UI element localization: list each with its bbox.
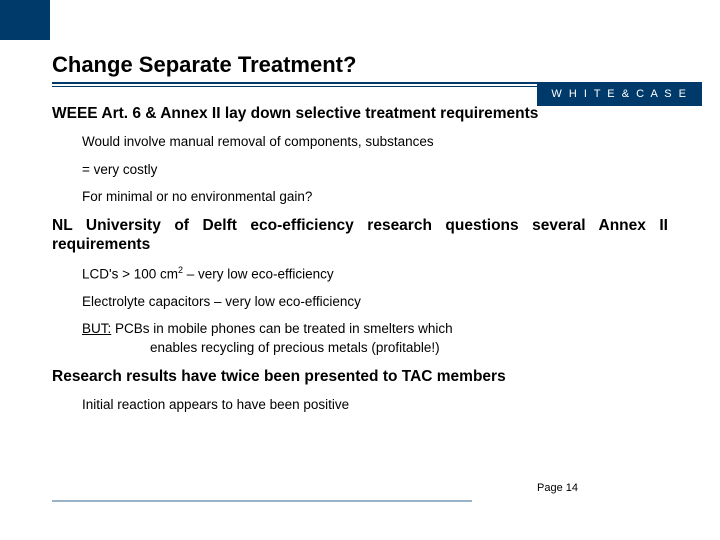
brand-logo-text: W H I T E & C A S E [551,88,688,100]
but-label: BUT: [82,321,111,336]
bullet-text: For minimal or no environmental gain? [82,188,668,206]
section-heading: WEEE Art. 6 & Annex II lay down selectiv… [52,104,668,123]
bullet-but: BUT: PCBs in mobile phones can be treate… [82,320,668,356]
section-heading: Research results have twice been present… [52,367,668,386]
bullet-text: Electrolyte capacitors – very low eco-ef… [82,293,668,311]
footer-rule [52,500,472,502]
bullet-text: Would involve manual removal of componen… [82,133,668,151]
but-line1: PCBs in mobile phones can be treated in … [111,321,452,336]
top-stripe-fill [50,0,720,40]
slide-title: Change Separate Treatment? [52,52,356,78]
lcd-post: – very low eco-efficiency [183,266,334,281]
brand-logo: W H I T E & C A S E [537,82,702,106]
but-line2: enables recycling of precious metals (pr… [150,340,440,355]
page-number: Page 14 [537,482,578,494]
bullet-text: Initial reaction appears to have been po… [82,396,668,414]
bullet-text: LCD's > 100 cm2 – very low eco-efficienc… [82,265,668,283]
section-heading: NL University of Delft eco-efficiency re… [52,216,668,255]
bullet-text: = very costly [82,161,668,179]
top-stripe [0,0,720,40]
content-area: WEEE Art. 6 & Annex II lay down selectiv… [52,104,668,424]
lcd-pre: LCD's > 100 cm [82,266,178,281]
